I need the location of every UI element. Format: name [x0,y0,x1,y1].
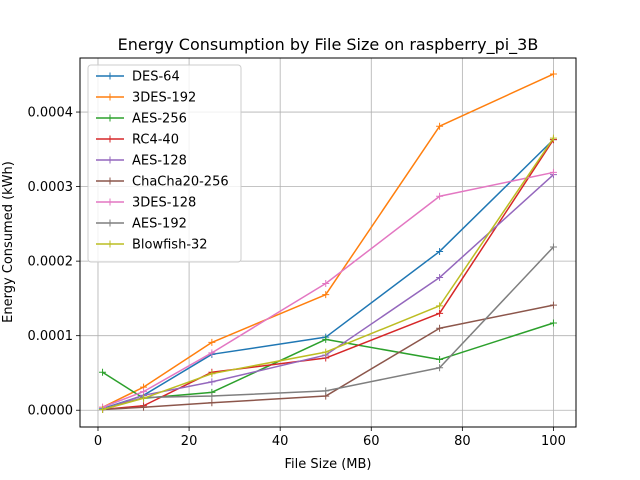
data-point [549,243,557,251]
legend-marker [106,240,114,248]
y-tick-label: 0.0004 [28,106,74,121]
legend-label: RC4-40 [132,133,179,148]
series-line [102,171,554,408]
legend-item: Blowfish-32 [96,238,208,253]
legend-item: ChaCha20-256 [96,175,229,190]
legend-label: 3DES-192 [132,91,196,106]
series-line [102,139,555,411]
legend-marker [106,156,114,164]
data-point [436,356,444,364]
data-point [322,291,330,299]
data-point [549,319,557,327]
data-point [436,302,444,310]
data-point [436,364,444,372]
legend-marker [106,72,114,80]
legend-item: AES-128 [96,154,187,169]
y-tick-label: 0.0001 [28,329,74,344]
data-point [140,403,148,411]
x-tick-label: 100 [541,434,566,449]
data-point [436,309,444,317]
data-point [99,368,107,376]
legend-item: DES-64 [96,70,180,85]
legend-label: AES-128 [132,154,187,169]
data-point [549,134,557,142]
legend-marker [106,93,114,101]
legend-marker [106,135,114,143]
x-tick-label: 20 [181,434,198,449]
series-lines [99,70,557,413]
legend-label: DES-64 [132,70,180,85]
legend-item: RC4-40 [96,133,179,148]
legend-label: AES-256 [132,112,187,127]
data-point [436,324,444,332]
data-point [208,338,216,346]
legend: DES-64 3DES-192 AES-256 RC4-40 AES-128 ChaCha… [87,64,242,263]
legend-item: 3DES-128 [96,196,196,211]
data-point [322,348,330,356]
data-point [436,274,444,282]
data-point [208,370,216,378]
data-point [99,405,107,413]
y-tick-label: 0.0003 [28,180,74,195]
legend-label: ChaCha20-256 [132,175,229,190]
series-line [102,174,554,411]
x-tick-label: 80 [454,434,471,449]
series-line [102,137,555,411]
legend-label: 3DES-128 [132,196,196,211]
legend-marker [106,114,114,122]
data-point [549,70,557,78]
legend-marker [106,177,114,185]
data-point [140,388,148,396]
data-point [549,301,557,309]
legend-box [87,64,242,263]
legend-marker [106,198,114,206]
data-point [436,122,444,130]
data-point [322,335,330,343]
series-blowfish-32 [99,134,557,413]
series-chacha20-256 [99,301,557,413]
legend-item: 3DES-192 [96,91,196,106]
data-point [208,378,216,386]
data-point [436,192,444,200]
y-tick-label: 0.0002 [28,255,74,270]
data-point [322,387,330,395]
chart-title: Energy Consumption by File Size on raspb… [118,35,539,55]
data-point [208,349,216,357]
legend-marker [106,219,114,227]
data-point [208,399,216,407]
series-line [102,304,554,411]
data-point [140,394,148,402]
legend-item: AES-192 [96,217,187,232]
x-tick-label: 40 [272,434,289,449]
x-axis-ticks: 0 20 40 60 80 100 [94,427,566,449]
y-tick-label: 0.0000 [28,404,74,419]
x-tick-label: 0 [94,434,102,449]
data-point [549,168,557,176]
data-point [208,392,216,400]
y-axis-ticks: 0.0000 0.0001 0.0002 0.0003 0.0004 [28,106,80,419]
y-axis-label: Energy Consumed (kWh) [1,161,16,323]
legend-label: AES-192 [132,217,187,232]
plot-frame [79,57,577,428]
data-point [322,280,330,287]
legend-label: Blowfish-32 [132,238,208,253]
x-tick-label: 60 [363,434,380,449]
legend-item: AES-256 [96,112,187,127]
data-point [436,247,444,255]
x-axis-label: File Size (MB) [285,457,372,472]
